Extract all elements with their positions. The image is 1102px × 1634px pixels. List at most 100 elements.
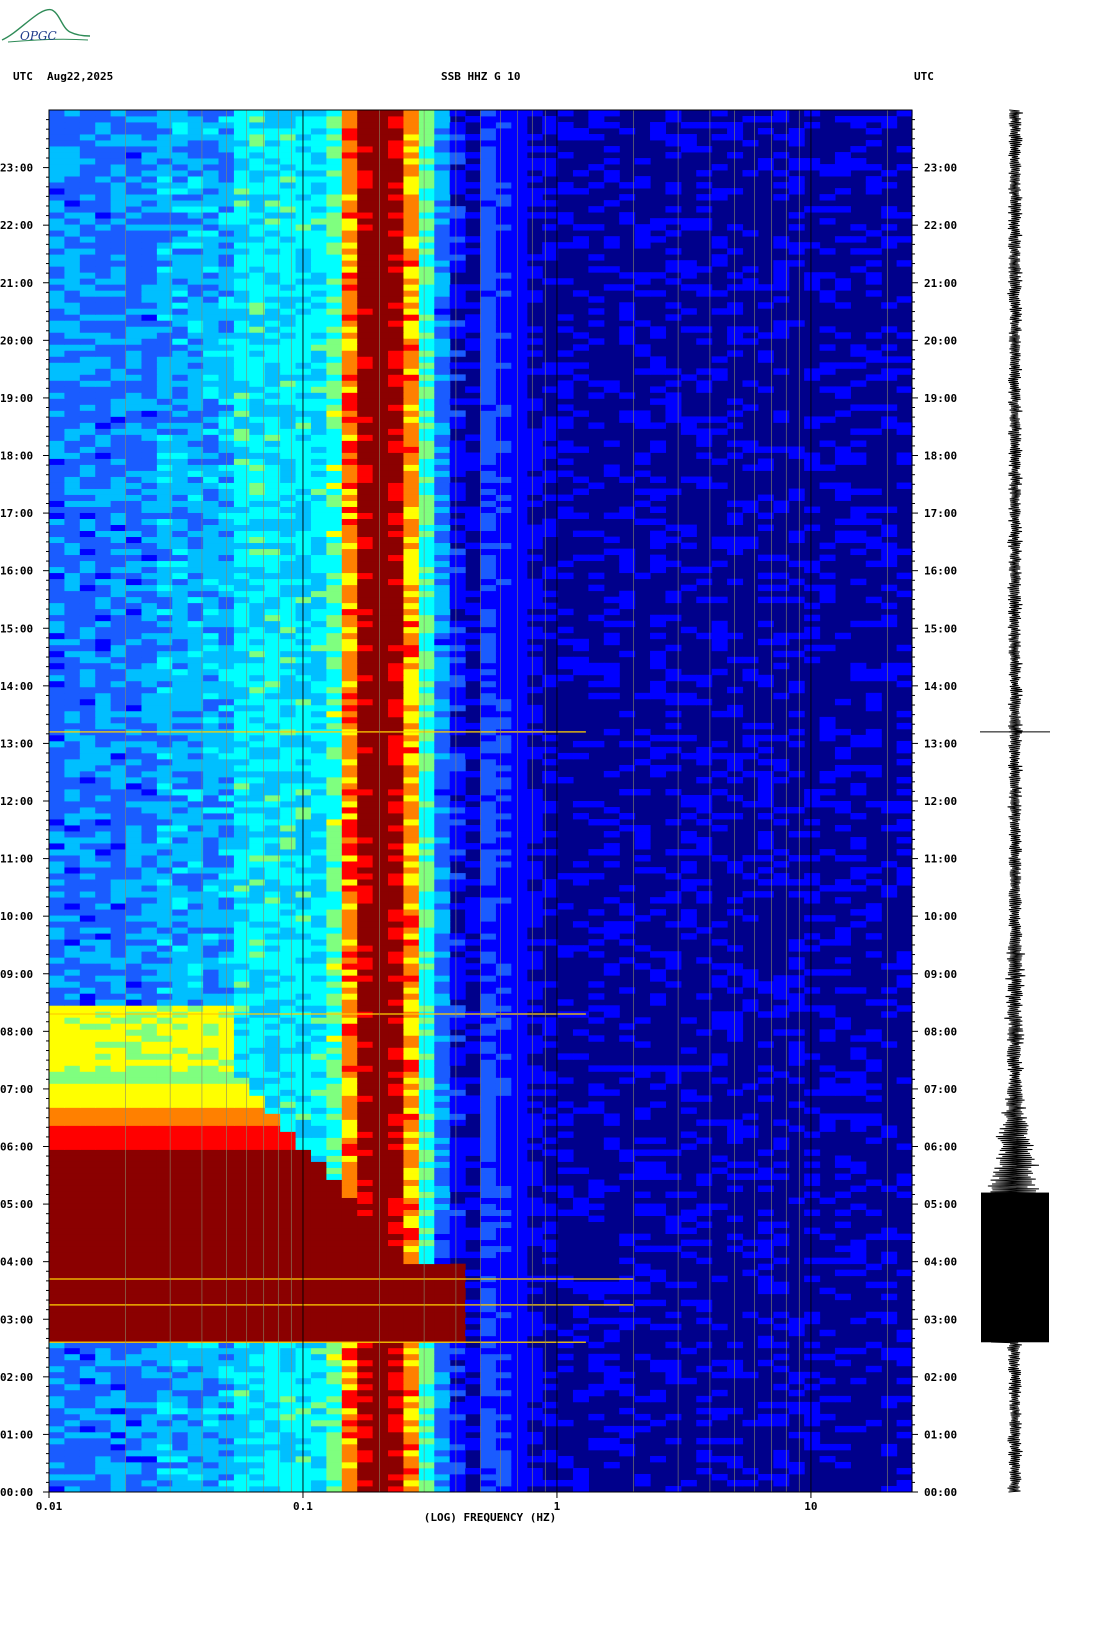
heatmap-cell (465, 1329, 482, 1337)
heatmap-cell (434, 1239, 451, 1247)
heatmap-cell (233, 819, 250, 826)
heatmap-cell (341, 1071, 358, 1078)
heatmap-cell (896, 807, 913, 814)
heatmap-cell (280, 698, 297, 706)
heatmap-cell (480, 1005, 497, 1012)
heatmap-cell (203, 1209, 220, 1216)
heatmap-cell (310, 1239, 327, 1247)
heatmap-cell (280, 1479, 297, 1487)
heatmap-cell (249, 1113, 266, 1120)
heatmap-cell (572, 1479, 589, 1487)
heatmap-cell (49, 987, 66, 994)
heatmap-cell (418, 1059, 435, 1066)
heatmap-cell (249, 1329, 266, 1337)
heatmap-cell (881, 1257, 898, 1265)
heatmap-cell (249, 1137, 266, 1144)
heatmap-cell (896, 1269, 913, 1277)
heatmap-cell (680, 734, 697, 742)
heatmap-cell (434, 1263, 451, 1271)
heatmap-cell (418, 1299, 435, 1307)
heatmap-cell (172, 861, 189, 868)
heatmap-cell (264, 993, 281, 1000)
heatmap-cell (819, 1353, 836, 1361)
heatmap-cell (526, 849, 543, 856)
heatmap-cell (403, 1371, 420, 1379)
heatmap-cell (233, 1161, 250, 1168)
heatmap-cell (388, 1209, 405, 1216)
heatmap-cell (804, 1371, 821, 1379)
heatmap-cell (172, 1119, 189, 1126)
heatmap-cell (249, 891, 266, 898)
heatmap-cell (172, 1335, 189, 1343)
heatmap-cell (187, 1377, 204, 1385)
heatmap-cell (603, 1383, 620, 1391)
heatmap-cell (619, 1023, 636, 1030)
heatmap-cell (156, 1083, 173, 1090)
heatmap-cell (249, 1401, 266, 1409)
heatmap-cell (126, 909, 143, 916)
heatmap-cell (280, 794, 297, 802)
heatmap-cell (388, 861, 405, 868)
heatmap-cell (372, 825, 389, 832)
heatmap-cell (403, 843, 420, 850)
heatmap-cell (495, 740, 512, 748)
heatmap-cell (357, 1017, 374, 1024)
heatmap-cell (665, 1077, 682, 1084)
heatmap-cell (295, 885, 312, 892)
heatmap-cell (79, 1389, 96, 1397)
heatmap-cell (480, 734, 497, 742)
heatmap-cell (64, 1245, 81, 1253)
heatmap-cell (526, 710, 543, 718)
heatmap-cell (588, 1083, 605, 1090)
heatmap-cell (126, 1347, 143, 1355)
heatmap-cell (264, 1059, 281, 1066)
heatmap-cell (95, 1035, 112, 1042)
heatmap-cell (233, 915, 250, 922)
heatmap-cell (95, 1047, 112, 1054)
heatmap-cell (788, 807, 805, 814)
heatmap-cell (264, 1185, 281, 1192)
heatmap-cell (64, 704, 81, 712)
heatmap-cell (634, 1413, 651, 1421)
heatmap-cell (156, 1317, 173, 1325)
heatmap-cell (403, 1401, 420, 1409)
heatmap-cell (49, 1023, 66, 1030)
heatmap-cell (326, 1299, 343, 1307)
heatmap-cell (49, 788, 66, 796)
heatmap-cell (310, 1161, 327, 1168)
heatmap-cell (495, 1473, 512, 1481)
heatmap-cell (249, 1239, 266, 1247)
heatmap-cell (357, 1305, 374, 1313)
heatmap-cell (141, 1485, 158, 1493)
heatmap-cell (495, 1065, 512, 1072)
heatmap-cell (326, 987, 343, 994)
heatmap-cell (79, 849, 96, 856)
heatmap-cell (434, 1251, 451, 1259)
heatmap-cell (403, 1071, 420, 1078)
heatmap-cell (357, 915, 374, 922)
heatmap-cell (434, 1035, 451, 1042)
heatmap-cell (357, 1467, 374, 1475)
heatmap-cell (388, 825, 405, 832)
heatmap-cell (49, 951, 66, 958)
heatmap-cell (156, 1209, 173, 1216)
heatmap-cell (141, 776, 158, 784)
heatmap-cell (79, 981, 96, 988)
heatmap-cell (64, 1467, 81, 1475)
heatmap-cell (526, 1131, 543, 1138)
heatmap-cell (511, 710, 528, 718)
heatmap-cell (295, 716, 312, 724)
heatmap-cell (249, 1365, 266, 1373)
heatmap-cell (187, 1035, 204, 1042)
heatmap-cell (418, 897, 435, 904)
heatmap-cell (187, 951, 204, 958)
heatmap-cell (156, 1461, 173, 1469)
heatmap-cell (110, 1485, 127, 1493)
heatmap-cell (542, 879, 559, 886)
heatmap-cell (357, 1473, 374, 1481)
heatmap-cell (49, 1245, 66, 1253)
heatmap-cell (295, 1323, 312, 1331)
heatmap-cell (357, 843, 374, 850)
heatmap-cell (95, 981, 112, 988)
heatmap-cell (341, 1191, 358, 1198)
